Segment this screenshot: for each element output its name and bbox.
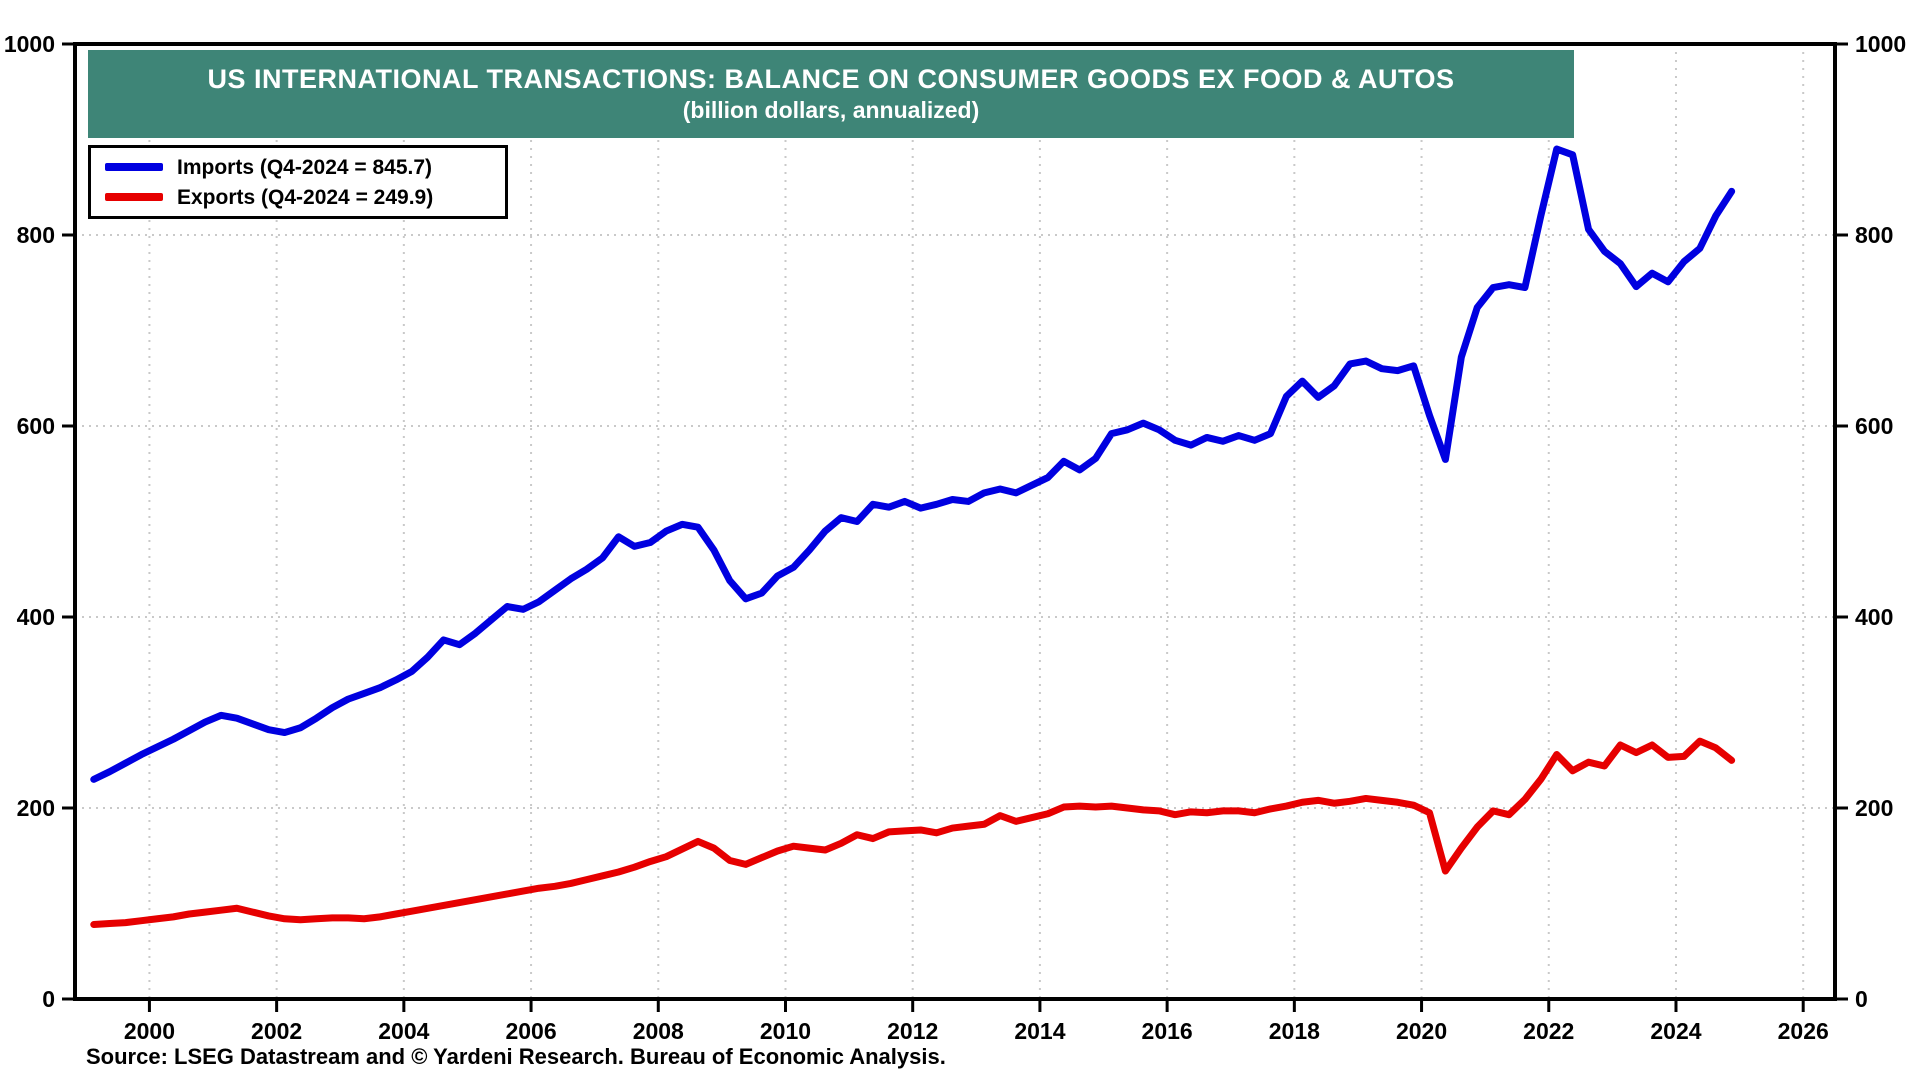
y-axis-label-left: 200 bbox=[17, 795, 55, 821]
x-axis-label: 2026 bbox=[1778, 1018, 1829, 1044]
x-axis-label: 2010 bbox=[760, 1018, 811, 1044]
y-axis-label-right: 800 bbox=[1855, 222, 1893, 248]
source-note: Source: LSEG Datastream and © Yardeni Re… bbox=[86, 1044, 946, 1069]
x-axis-label: 2008 bbox=[633, 1018, 684, 1044]
y-axis-label-right: 600 bbox=[1855, 413, 1893, 439]
x-axis-label: 2018 bbox=[1269, 1018, 1320, 1044]
y-axis-label-right: 400 bbox=[1855, 604, 1893, 630]
legend-box: Imports (Q4-2024 = 845.7) Exports (Q4-20… bbox=[88, 145, 508, 219]
y-axis-label-right: 200 bbox=[1855, 795, 1893, 821]
y-axis-label-left: 400 bbox=[17, 604, 55, 630]
x-axis-label: 2012 bbox=[887, 1018, 938, 1044]
plot-border bbox=[73, 42, 1837, 1001]
legend-item-exports: Exports (Q4-2024 = 249.9) bbox=[105, 185, 495, 209]
y-axis-label-left: 800 bbox=[17, 222, 55, 248]
y-axis-label-right: 1000 bbox=[1855, 31, 1906, 57]
y-axis-label-left: 600 bbox=[17, 413, 55, 439]
x-axis-label: 2002 bbox=[251, 1018, 302, 1044]
legend-label-exports: Exports (Q4-2024 = 249.9) bbox=[177, 185, 434, 209]
x-axis-label: 2022 bbox=[1523, 1018, 1574, 1044]
x-axis-label: 2000 bbox=[124, 1018, 175, 1044]
x-axis-label: 2024 bbox=[1650, 1018, 1701, 1044]
x-axis-label: 2016 bbox=[1142, 1018, 1193, 1044]
y-axis-label-right: 0 bbox=[1855, 986, 1868, 1012]
imports-line bbox=[90, 145, 1736, 783]
legend-item-imports: Imports (Q4-2024 = 845.7) bbox=[105, 155, 495, 179]
chart-subtitle: (billion dollars, annualized) bbox=[682, 97, 980, 123]
x-axis-label: 2020 bbox=[1396, 1018, 1447, 1044]
y-axis-label-left: 0 bbox=[42, 986, 55, 1012]
x-axis-label: 2004 bbox=[378, 1018, 429, 1044]
x-axis-label: 2006 bbox=[505, 1018, 556, 1044]
exports-line-swatch bbox=[105, 193, 163, 201]
x-axis-label: 2014 bbox=[1014, 1018, 1065, 1044]
chart-title-banner: US INTERNATIONAL TRANSACTIONS: BALANCE O… bbox=[88, 50, 1574, 138]
chart-title: US INTERNATIONAL TRANSACTIONS: BALANCE O… bbox=[207, 64, 1455, 94]
legend-label-imports: Imports (Q4-2024 = 845.7) bbox=[177, 155, 433, 179]
exports-line bbox=[90, 737, 1736, 929]
imports-line-swatch bbox=[105, 163, 163, 171]
y-axis-label-left: 1000 bbox=[4, 31, 55, 57]
